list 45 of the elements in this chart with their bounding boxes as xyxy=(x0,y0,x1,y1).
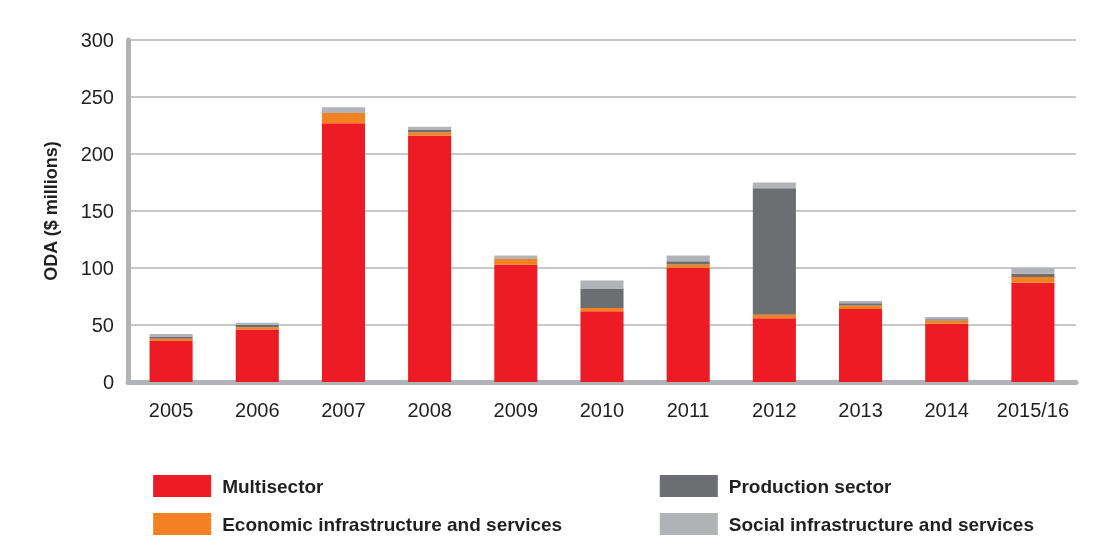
bar xyxy=(580,280,624,289)
x-tick-label: 2014 xyxy=(924,399,969,421)
x-tick-label: 2005 xyxy=(148,399,194,421)
x-tick-label: 2015/16 xyxy=(996,399,1070,421)
x-tick-label: 2011 xyxy=(666,399,710,421)
x-tick-label: 2013 xyxy=(838,399,883,421)
x-tick-label: 2008 xyxy=(407,399,452,421)
x-tick-label: 2012 xyxy=(752,399,797,421)
bar xyxy=(1011,282,1055,382)
bar xyxy=(235,329,279,382)
y-axis-title: ODA ($ millions) xyxy=(41,141,61,281)
y-tick-label: 100 xyxy=(80,257,114,279)
bar xyxy=(321,123,365,382)
y-tick-label: 300 xyxy=(80,29,114,51)
bar xyxy=(839,309,883,382)
y-tick-label: 50 xyxy=(91,314,114,336)
bar xyxy=(1011,277,1055,283)
bar xyxy=(580,311,624,382)
y-tick-label: 150 xyxy=(80,200,114,222)
x-tick-label: 2010 xyxy=(579,399,625,421)
x-tick-label: 2007 xyxy=(321,399,366,421)
y-tick-label: 250 xyxy=(80,86,114,108)
x-tick-label: 2009 xyxy=(493,399,539,421)
legend-label: Production sector xyxy=(728,475,892,497)
bar xyxy=(752,188,796,315)
bar xyxy=(752,318,796,382)
bar xyxy=(321,112,365,124)
bar xyxy=(925,323,969,382)
bar xyxy=(494,255,538,259)
legend-label: Multisector xyxy=(222,475,325,497)
legend-label: Economic infrastructure and services xyxy=(222,513,563,535)
y-tick-label: 200 xyxy=(80,143,114,165)
bar xyxy=(149,340,193,382)
bar xyxy=(408,135,452,382)
bar xyxy=(580,288,624,308)
legend-label: Social infrastructure and services xyxy=(728,513,1034,535)
bar xyxy=(494,264,538,382)
bar xyxy=(494,258,538,265)
bar xyxy=(1011,268,1055,274)
bar xyxy=(580,307,624,312)
y-tick-label: 0 xyxy=(102,371,114,393)
bar xyxy=(321,107,365,113)
bar xyxy=(666,268,710,382)
bar xyxy=(666,255,710,262)
x-tick-label: 2006 xyxy=(235,399,280,421)
